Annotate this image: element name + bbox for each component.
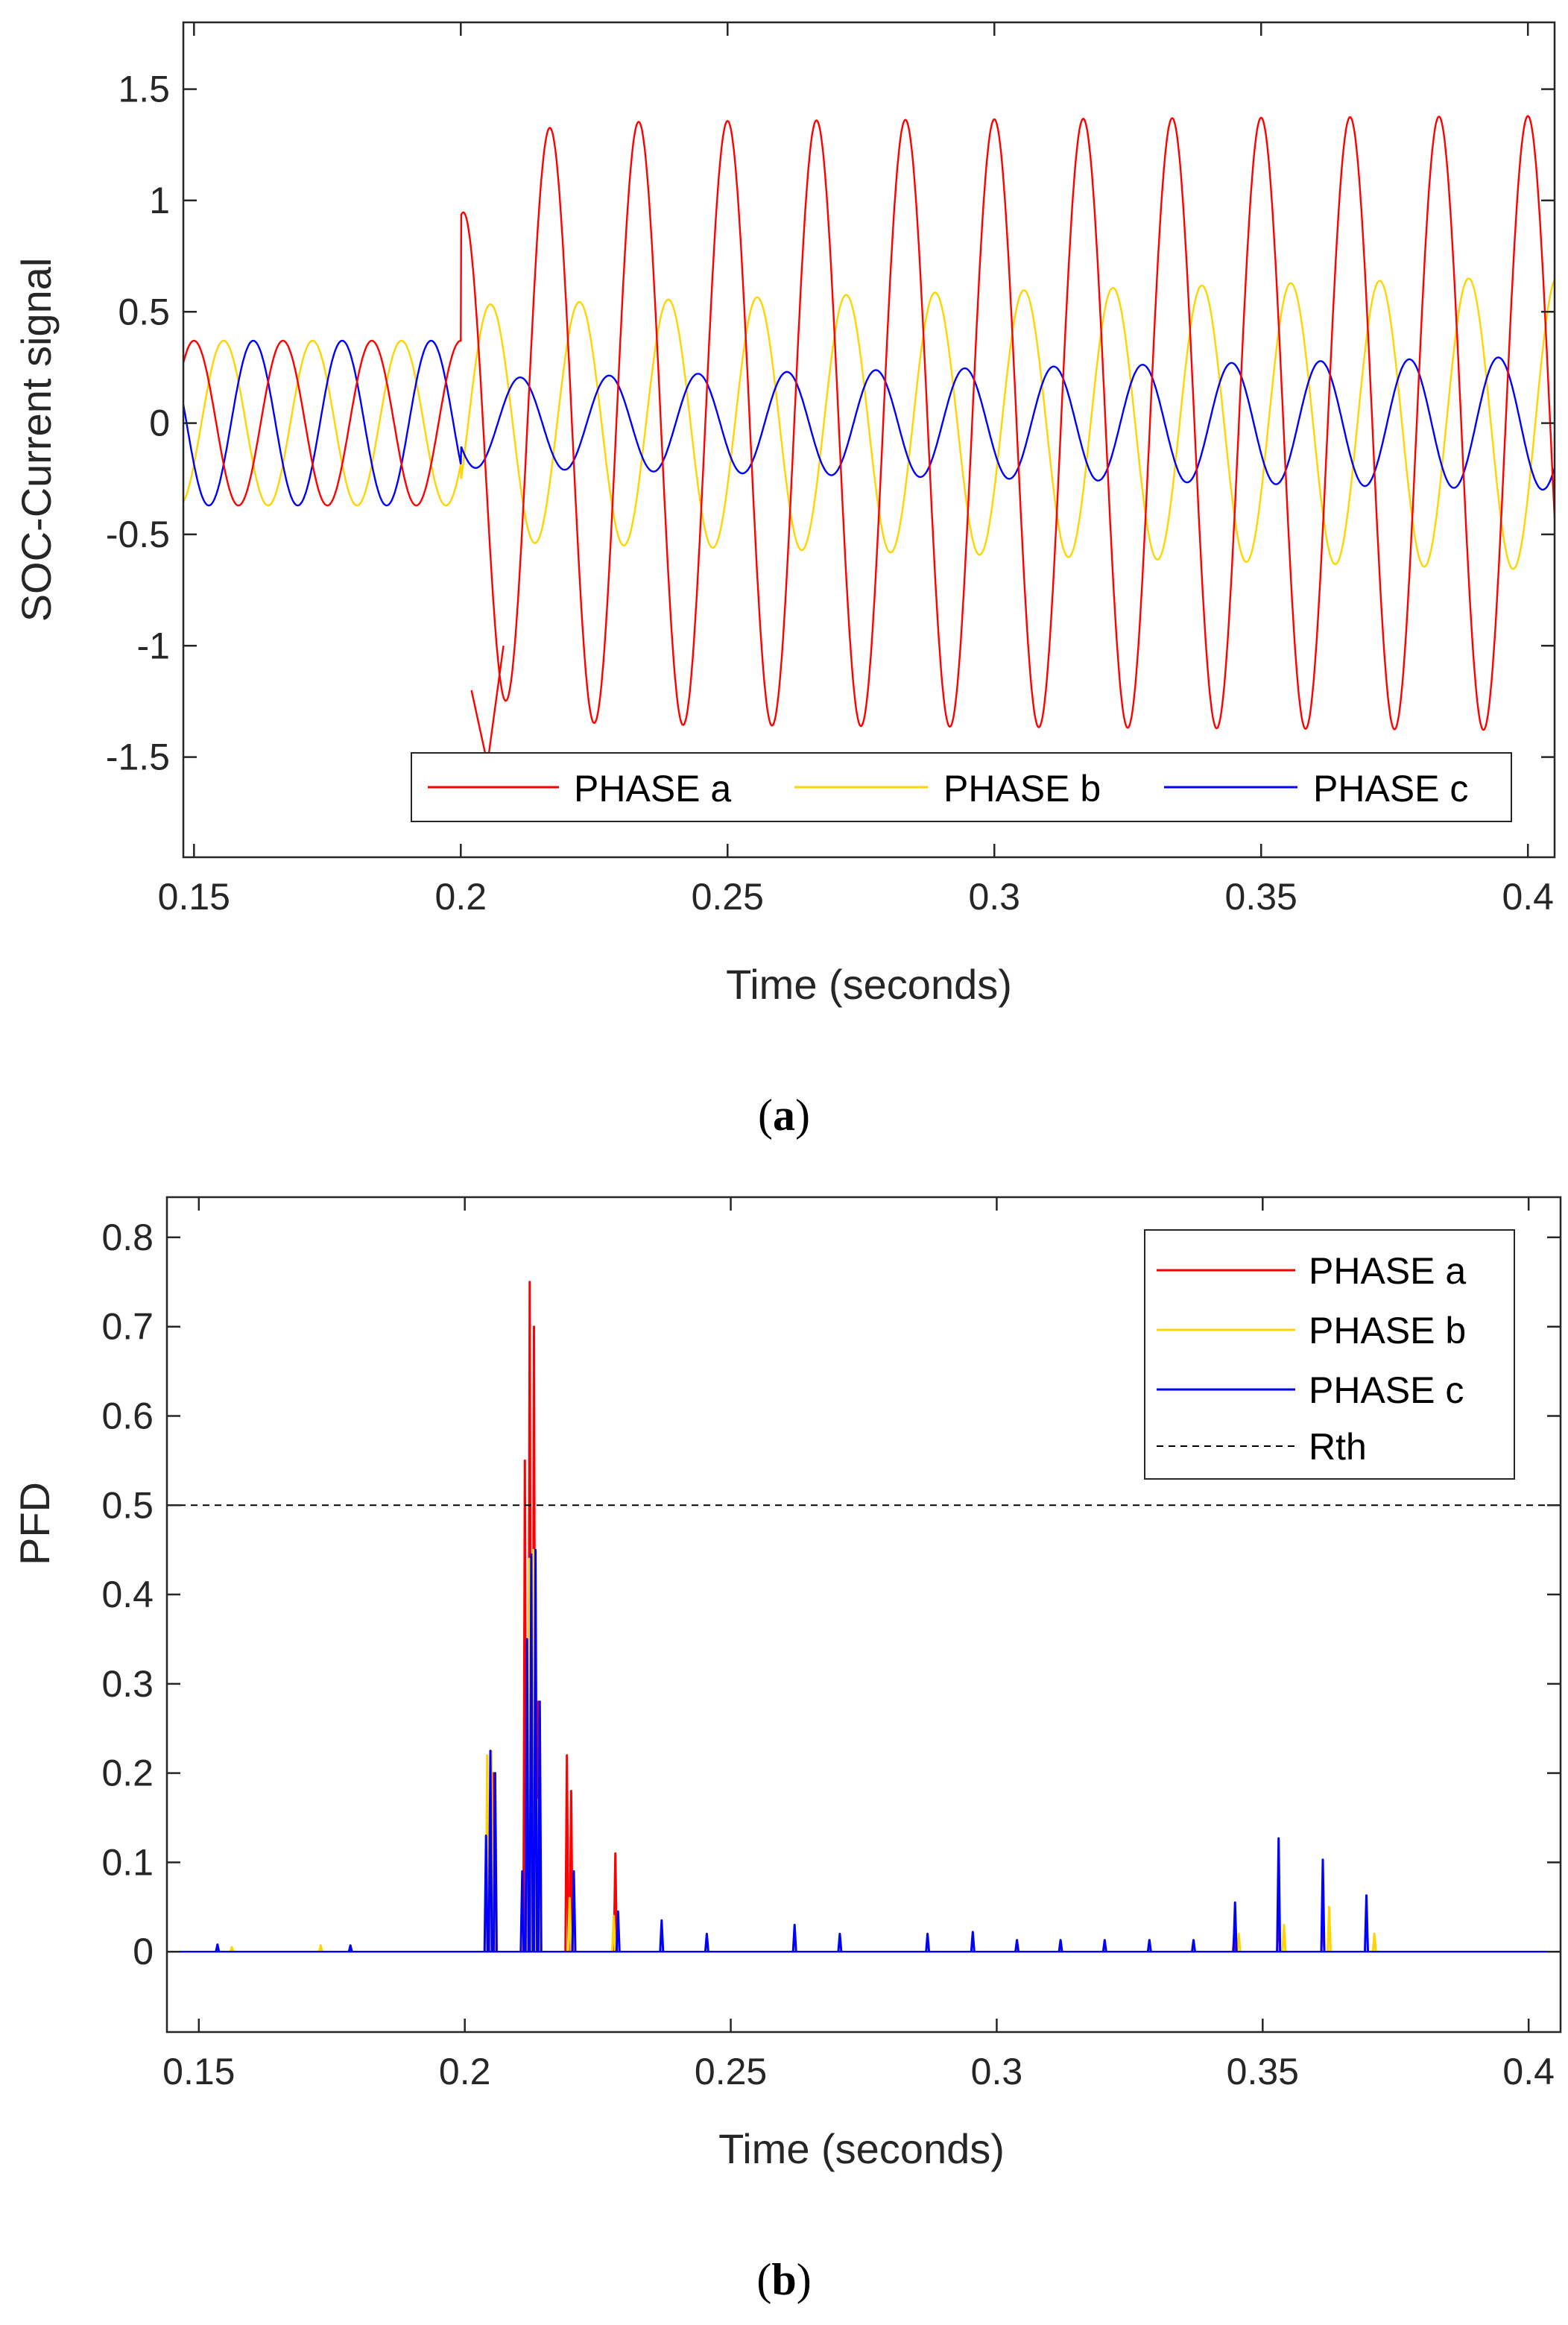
chart-b-spike-phase-c: [347, 1944, 353, 1952]
chart-b-y-axis-label: PFD: [11, 1482, 58, 1565]
chart-b-spike-phase-c: [1320, 1858, 1326, 1952]
chart-a-y-tick-label: 1: [149, 180, 170, 221]
chart-b-spike-phase-c: [1276, 1837, 1282, 1952]
chart-b-spike-phase-b: [1371, 1932, 1377, 1952]
chart-b-spike-phase-a: [564, 1754, 570, 1952]
chart-b-y-tick-label: 0.2: [101, 1753, 154, 1794]
chart-b-y-tick-label: 0: [133, 1931, 154, 1972]
chart-a-legend: PHASE a PHASE b PHASE c: [411, 752, 1512, 822]
chart-b-spike-phase-c: [1014, 1939, 1020, 1952]
chart-a-x-tick-label: 0.2: [435, 876, 487, 918]
chart-a-series-phase-b: [182, 277, 1556, 570]
chart-a-plot-frame: [182, 21, 1556, 859]
chart-b-legend-label-rth: Rth: [1309, 1426, 1367, 1468]
chart-a: 0.15 0.2 0.25 0.3 0.35 0.4-1.5-1-0.500.511.5 …: [13, 21, 1556, 1140]
chart-a-x-tick-label: 0.3: [968, 876, 1020, 918]
chart-a-y-tick-label: 0: [149, 403, 170, 444]
chart-b-x-tick-label: 0.2: [439, 2051, 491, 2092]
chart-b-spike-phase-c: [615, 1910, 621, 1952]
chart-b-spike-phase-c: [519, 1870, 525, 1952]
chart-a-x-axis-label: Time (seconds): [726, 961, 1012, 1008]
chart-a-x-tick-label: 0.15: [158, 876, 230, 918]
chart-a-legend-box: [411, 752, 1512, 822]
chart-b-spike-phase-c: [528, 1553, 534, 1952]
chart-b-spike-phase-c: [483, 1835, 489, 1952]
chart-b-spike-phase-c: [837, 1932, 843, 1952]
chart-a-caption: (a): [758, 1091, 810, 1140]
chart-b-y-tick-label: 0.7: [101, 1306, 154, 1348]
chart-b-spike-phase-b: [611, 1914, 616, 1952]
chart-b-x-tick-label: 0.25: [695, 2051, 767, 2092]
chart-b-y-tick-label: 0.5: [101, 1484, 154, 1526]
chart-a-y-tick-label: -1: [137, 625, 170, 666]
chart-b-x-tick-label: 0.15: [162, 2051, 235, 2092]
chart-b-spike-phase-b: [229, 1946, 235, 1952]
chart-b-spike-phase-c: [1146, 1939, 1152, 1952]
chart-b: 0.15 0.2 0.25 0.3 0.35 0.4 0 0.1 0.2 0.3 0.4 0.5 0.6…: [11, 1196, 1562, 2304]
chart-a-x-tick-label: 0.35: [1225, 876, 1297, 918]
chart-b-spike-phase-c: [571, 1870, 577, 1952]
chart-b-caption-letter: b: [771, 2255, 796, 2304]
chart-b-legend: PHASE a PHASE b PHASE c Rth: [1144, 1229, 1515, 1480]
chart-a-series-phase-c: [182, 339, 1556, 507]
chart-a-legend-label-phase-b: PHASE b: [943, 768, 1101, 810]
chart-b-y-tick-label: 0.3: [101, 1663, 154, 1705]
chart-b-spike-phase-c: [925, 1932, 931, 1952]
chart-b-plot-frame: [165, 1196, 1562, 2034]
chart-a-series-phase-a: [182, 115, 1556, 731]
chart-b-spike-phase-c: [659, 1919, 665, 1952]
chart-b-y-tick-label: 0.6: [101, 1395, 154, 1436]
chart-a-x-tick-label: 0.4: [1502, 876, 1554, 918]
chart-a-y-tick-label: -0.5: [106, 514, 170, 555]
chart-b-spike-phase-c: [1101, 1939, 1107, 1952]
chart-b-spike-phase-c: [215, 1943, 221, 1952]
chart-a-caption-letter: a: [773, 1091, 795, 1140]
chart-a-y-tick-label: 1.5: [118, 69, 170, 110]
chart-b-ticks: 0.15 0.2 0.25 0.3 0.35 0.4 0 0.1 0.2 0.3 0.4 0.5 0.6…: [101, 1197, 1561, 2092]
chart-b-spike-phase-b: [1281, 1923, 1287, 1952]
chart-a-legend-label-phase-c: PHASE c: [1313, 768, 1468, 810]
chart-b-legend-label-phase-b: PHASE b: [1309, 1310, 1466, 1351]
chart-b-spike-phase-b: [566, 1896, 572, 1952]
chart-a-series: [182, 115, 1556, 764]
chart-b-legend-label-phase-a: PHASE a: [1309, 1250, 1466, 1292]
chart-b-spike-phase-c: [1191, 1939, 1196, 1952]
chart-b-y-tick-label: 0.8: [101, 1217, 154, 1258]
chart-b-legend-label-phase-c: PHASE c: [1309, 1369, 1464, 1411]
chart-b-spike-phase-c: [704, 1932, 709, 1952]
chart-b-legend-box: [1144, 1229, 1515, 1480]
chart-b-spike-phase-c: [1364, 1894, 1369, 1952]
chart-b-spike-phase-b: [1236, 1932, 1242, 1952]
chart-a-legend-label-phase-a: PHASE a: [574, 768, 731, 810]
chart-b-x-tick-label: 0.3: [971, 2051, 1023, 2092]
chart-b-spike-phase-b: [317, 1944, 323, 1952]
chart-a-ticks: 0.15 0.2 0.25 0.3 0.35 0.4 -1.5 -1 -0.5 0 0.5 1 1.5: [106, 22, 1555, 918]
chart-b-spike-phase-c: [487, 1750, 493, 1952]
chart-b-caption: (b): [756, 2255, 811, 2304]
chart-b-x-axis-label: Time (seconds): [718, 2125, 1005, 2172]
chart-b-y-tick-label: 0.4: [101, 1574, 154, 1615]
chart-a-y-tick-label: -1.5: [106, 736, 170, 778]
chart-a-y-axis-label: SOC-Current signal: [13, 258, 60, 622]
chart-b-spike-phase-c: [970, 1931, 976, 1952]
chart-b-spike-phase-c: [1058, 1939, 1063, 1952]
chart-b-spike-phase-b: [1327, 1905, 1332, 1952]
chart-a-x-tick-label: 0.25: [692, 876, 764, 918]
chart-b-y-tick-label: 0.1: [101, 1841, 154, 1883]
chart-b-spike-phase-c: [533, 1548, 539, 1952]
chart-a-y-tick-label: 0.5: [118, 291, 170, 332]
chart-b-series: [167, 1281, 1561, 1953]
chart-b-x-tick-label: 0.4: [1502, 2051, 1555, 2092]
chart-b-spike-phase-c: [524, 1638, 530, 1952]
chart-b-x-tick-label: 0.35: [1227, 2051, 1299, 2092]
chart-b-spike-phase-c: [1232, 1901, 1238, 1952]
chart-b-spike-phase-c: [791, 1923, 797, 1952]
chart-b-spike-phase-c: [492, 1772, 498, 1952]
chart-b-spike-phase-c: [537, 1700, 543, 1952]
